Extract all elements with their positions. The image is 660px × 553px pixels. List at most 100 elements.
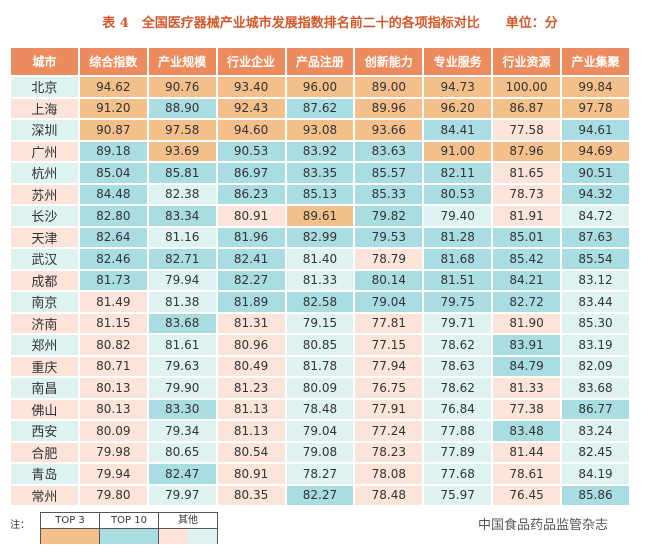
city-cell: 重庆 bbox=[11, 356, 78, 376]
value-cell: 80.85 bbox=[286, 335, 354, 355]
legend-label: TOP 10 bbox=[100, 513, 158, 529]
legend-label: TOP 3 bbox=[41, 513, 99, 529]
city-cell: 常州 bbox=[11, 485, 78, 505]
value-cell: 77.91 bbox=[355, 399, 423, 419]
value-cell: 82.99 bbox=[286, 227, 354, 247]
value-cell: 79.97 bbox=[148, 485, 216, 505]
value-cell: 79.04 bbox=[355, 292, 423, 312]
value-cell: 82.71 bbox=[148, 249, 216, 269]
value-cell: 79.04 bbox=[286, 421, 354, 441]
value-cell: 84.41 bbox=[424, 120, 492, 140]
value-cell: 84.21 bbox=[493, 270, 560, 290]
value-cell: 76.45 bbox=[493, 485, 560, 505]
value-cell: 96.00 bbox=[286, 77, 354, 97]
value-cell: 80.49 bbox=[217, 356, 285, 376]
value-cell: 81.16 bbox=[148, 227, 216, 247]
header-row: 城市 综合指数 产业规模 行业企业 产品注册 创新能力 专业服务 行业资源 产业集聚 bbox=[11, 48, 629, 75]
value-cell: 81.51 bbox=[424, 270, 492, 290]
city-cell: 深圳 bbox=[11, 120, 78, 140]
value-cell: 94.62 bbox=[79, 77, 147, 97]
value-cell: 83.30 bbox=[148, 399, 216, 419]
value-cell: 90.76 bbox=[148, 77, 216, 97]
value-cell: 83.68 bbox=[562, 378, 629, 398]
value-cell: 80.35 bbox=[217, 485, 285, 505]
value-cell: 80.09 bbox=[79, 421, 147, 441]
value-cell: 85.33 bbox=[355, 184, 423, 204]
value-cell: 90.87 bbox=[79, 120, 147, 140]
table-row: 佛山 80.13 83.30 81.13 78.48 77.91 76.84 77.38 86.… bbox=[11, 399, 629, 419]
value-cell: 77.89 bbox=[424, 442, 492, 462]
value-cell: 78.27 bbox=[286, 464, 354, 484]
city-cell: 佛山 bbox=[11, 399, 78, 419]
value-cell: 78.08 bbox=[355, 464, 423, 484]
value-cell: 79.53 bbox=[355, 227, 423, 247]
value-cell: 77.15 bbox=[355, 335, 423, 355]
city-cell: 武汉 bbox=[11, 249, 78, 269]
table-row: 重庆 80.71 79.63 80.49 81.78 77.94 78.63 84.79 82.… bbox=[11, 356, 629, 376]
value-cell: 78.23 bbox=[355, 442, 423, 462]
value-cell: 77.68 bbox=[424, 464, 492, 484]
value-cell: 97.58 bbox=[148, 120, 216, 140]
value-cell: 93.66 bbox=[355, 120, 423, 140]
legend-label: 其他 bbox=[159, 513, 217, 529]
value-cell: 79.82 bbox=[355, 206, 423, 226]
value-cell: 85.01 bbox=[493, 227, 560, 247]
value-cell: 93.40 bbox=[217, 77, 285, 97]
value-cell: 94.61 bbox=[562, 120, 629, 140]
value-cell: 91.20 bbox=[79, 98, 147, 118]
value-cell: 78.62 bbox=[424, 335, 492, 355]
value-cell: 82.47 bbox=[148, 464, 216, 484]
value-cell: 91.00 bbox=[424, 141, 492, 161]
value-cell: 79.71 bbox=[424, 313, 492, 333]
value-cell: 81.28 bbox=[424, 227, 492, 247]
value-cell: 80.96 bbox=[217, 335, 285, 355]
table-row: 北京 94.62 90.76 93.40 96.00 89.00 94.73 100.00 99… bbox=[11, 77, 629, 97]
value-cell: 84.79 bbox=[493, 356, 560, 376]
value-cell: 77.38 bbox=[493, 399, 560, 419]
table-row: 青岛 79.94 82.47 80.91 78.27 78.08 77.68 78.61 84.… bbox=[11, 464, 629, 484]
value-cell: 89.00 bbox=[355, 77, 423, 97]
value-cell: 85.54 bbox=[562, 249, 629, 269]
city-cell: 南昌 bbox=[11, 378, 78, 398]
value-cell: 79.15 bbox=[286, 313, 354, 333]
value-cell: 84.48 bbox=[79, 184, 147, 204]
table-row: 上海 91.20 88.90 92.43 87.62 89.96 96.20 86.87 97.… bbox=[11, 98, 629, 118]
value-cell: 80.91 bbox=[217, 464, 285, 484]
value-cell: 83.12 bbox=[562, 270, 629, 290]
value-cell: 78.79 bbox=[355, 249, 423, 269]
value-cell: 78.73 bbox=[493, 184, 560, 204]
watermark: 中国食品药品监管杂志 bbox=[478, 518, 609, 533]
value-cell: 77.94 bbox=[355, 356, 423, 376]
value-cell: 81.13 bbox=[217, 399, 285, 419]
value-cell: 83.24 bbox=[562, 421, 629, 441]
city-cell: 天津 bbox=[11, 227, 78, 247]
city-cell: 济南 bbox=[11, 313, 78, 333]
value-cell: 82.46 bbox=[79, 249, 147, 269]
value-cell: 82.11 bbox=[424, 163, 492, 183]
legend-item: TOP 10 bbox=[99, 512, 159, 544]
value-cell: 79.98 bbox=[79, 442, 147, 462]
value-cell: 82.27 bbox=[286, 485, 354, 505]
value-cell: 81.40 bbox=[286, 249, 354, 269]
value-cell: 80.53 bbox=[424, 184, 492, 204]
legend-item: 其他 bbox=[158, 512, 218, 544]
table-row: 济南 81.15 83.68 81.31 79.15 77.81 79.71 81.90 85.… bbox=[11, 313, 629, 333]
table-row: 合肥 79.98 80.65 80.54 79.08 78.23 77.89 81.44 82.… bbox=[11, 442, 629, 462]
table-row: 西安 80.09 79.34 81.13 79.04 77.24 77.88 83.48 83.… bbox=[11, 421, 629, 441]
value-cell: 80.91 bbox=[217, 206, 285, 226]
value-cell: 81.33 bbox=[286, 270, 354, 290]
value-cell: 84.72 bbox=[562, 206, 629, 226]
value-cell: 77.24 bbox=[355, 421, 423, 441]
value-cell: 83.63 bbox=[355, 141, 423, 161]
value-cell: 83.19 bbox=[562, 335, 629, 355]
value-cell: 90.51 bbox=[562, 163, 629, 183]
value-cell: 81.96 bbox=[217, 227, 285, 247]
city-cell: 长沙 bbox=[11, 206, 78, 226]
value-cell: 75.97 bbox=[424, 485, 492, 505]
value-cell: 80.13 bbox=[79, 378, 147, 398]
value-cell: 83.68 bbox=[148, 313, 216, 333]
value-cell: 81.68 bbox=[424, 249, 492, 269]
table-row: 成都 81.73 79.94 82.27 81.33 80.14 81.51 84.21 83.… bbox=[11, 270, 629, 290]
value-cell: 83.92 bbox=[286, 141, 354, 161]
value-cell: 85.13 bbox=[286, 184, 354, 204]
